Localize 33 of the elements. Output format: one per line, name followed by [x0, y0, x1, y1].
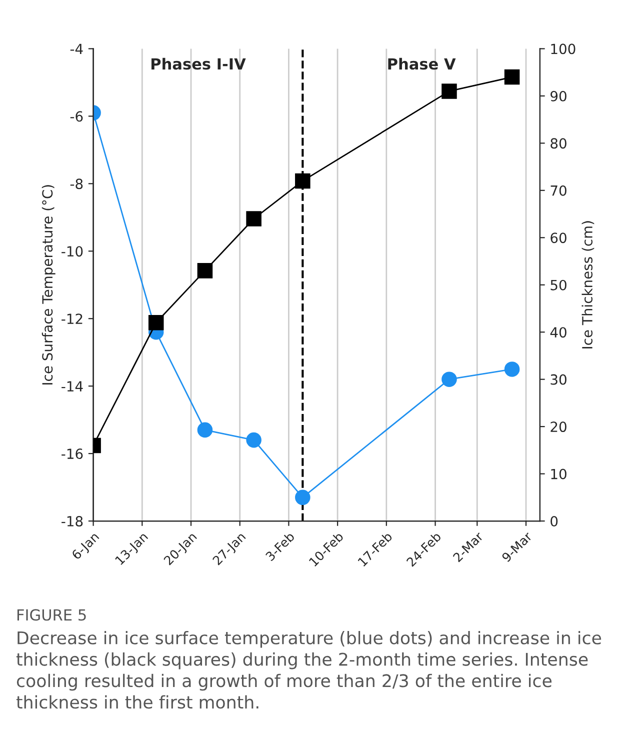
point [504, 362, 520, 377]
point [197, 422, 213, 438]
y2-tick-label: 100 [551, 44, 576, 54]
point [295, 173, 310, 189]
y-tick-label: -10 [62, 246, 83, 257]
y-tick-label: -8 [70, 178, 83, 190]
y-tick-label: -18 [62, 516, 83, 526]
y2-tick-label: 70 [550, 185, 566, 196]
point [246, 432, 262, 448]
point [295, 490, 310, 506]
y-axis-title: Ice Surface Temperature (°C) [42, 185, 56, 384]
point [197, 263, 213, 278]
y-tick-label: -6 [70, 111, 83, 122]
y2-tick-label: 20 [550, 422, 566, 432]
annotation: Phase V [388, 58, 456, 70]
y2-tick-label: 60 [550, 232, 566, 244]
y2-tick-label: 40 [550, 327, 566, 338]
y2-tick-label: 80 [550, 138, 566, 149]
y2-tick-label: 50 [550, 280, 566, 290]
text: Decrease in ice surface temperature (blue dots) and increase in ice thickness (black squares) during the 2-month time series. Intense cooling resulted in a growth of more than 2/3 of the entire ice thickness in the first month. [16, 630, 602, 709]
y2-tick-label: 0 [550, 516, 558, 526]
annotation: Phases I-IV [151, 58, 246, 70]
y-tick-label: -14 [62, 381, 83, 392]
y-tick-label: -16 [62, 448, 83, 460]
y-tick-label: -12 [62, 314, 82, 324]
y2-tick-label: 90 [550, 90, 566, 102]
point [246, 211, 262, 226]
y2-tick-label: 30 [550, 374, 566, 385]
point [504, 69, 520, 85]
caption: FIGURE 5 [17, 609, 86, 621]
y2-axis-title: Ice Thickness (cm) [582, 221, 594, 348]
y2-tick-label: 10 [551, 468, 566, 480]
y-tick-label: -4 [70, 44, 83, 54]
